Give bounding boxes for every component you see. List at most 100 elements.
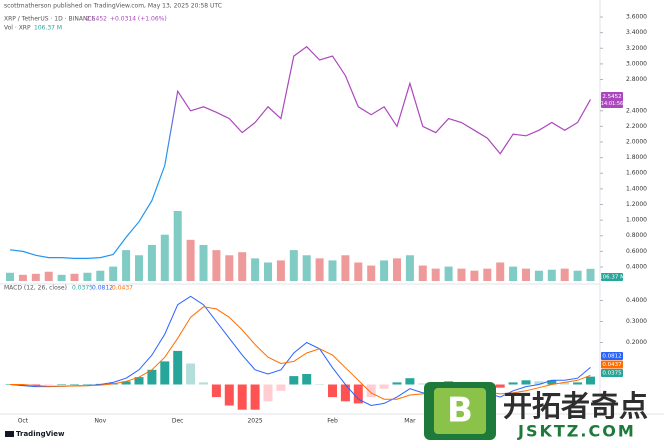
volume-bar — [315, 258, 324, 281]
macd-histogram-bar — [82, 384, 92, 385]
macd-histogram-bar — [134, 377, 144, 385]
volume-bar — [534, 270, 543, 281]
price-tag-bg — [601, 92, 623, 108]
volume-bar — [70, 273, 79, 281]
time-label: Mar — [404, 418, 416, 425]
volume-bar — [405, 255, 414, 281]
price-tick-label: 1.8000 — [626, 154, 647, 161]
time-label: Feb — [327, 418, 338, 425]
volume-bar — [212, 250, 221, 281]
watermark: B 开拓者奇点 JSKTZ.COM — [424, 382, 648, 441]
macd-line-last: 0.0812 — [92, 285, 113, 292]
macd-histogram-bar — [289, 376, 299, 385]
macd-histogram-bar — [31, 384, 41, 386]
macd-histogram-bar — [121, 381, 131, 385]
volume-bar — [251, 258, 260, 281]
macd-tick-label: 0.4000 — [626, 297, 647, 304]
macd-signal-tag: 0.0437 — [602, 362, 622, 368]
tv-logo — [5, 431, 14, 437]
volume-tag: 106.37 M — [599, 275, 625, 281]
price-tick-label: 1.4000 — [626, 185, 647, 192]
price-tick-label: 3.0000 — [626, 60, 647, 67]
macd-histogram-bar — [508, 382, 518, 385]
volume-bar — [135, 255, 143, 281]
price-tick-label: 2.2000 — [626, 123, 647, 130]
macd-histogram-bar — [199, 382, 208, 385]
volume-bar — [586, 268, 595, 281]
last-price: 2.5452 — [86, 16, 107, 23]
price-tick-label: 2.0000 — [626, 139, 647, 146]
volume-bar — [573, 270, 582, 281]
macd-histogram-bar — [160, 361, 170, 385]
macd-signal-tag-bg — [601, 360, 623, 369]
volume-bar — [264, 262, 272, 281]
volume-bar — [173, 211, 182, 281]
macd-title: MACD (12, 26, close) — [4, 285, 67, 292]
volume-bar — [147, 244, 156, 281]
volume-bar — [483, 268, 492, 281]
macd-histogram-bar — [328, 384, 337, 398]
price-tick-label: 1.6000 — [626, 170, 647, 177]
macd-hist-last: 0.0375 — [72, 285, 93, 292]
volume-bar — [496, 262, 505, 281]
price-tick-label: 1.2000 — [626, 201, 647, 208]
price-change: +0.0314 (+1.06%) — [110, 16, 167, 23]
macd-line-tag-bg — [601, 352, 623, 360]
volume-bar — [380, 260, 389, 281]
watermark-logo-inner — [434, 388, 486, 434]
macd-histogram-bar — [263, 384, 273, 402]
macd-line-tag: 0.0812 — [602, 354, 621, 360]
price-countdown: 14:01:56 — [601, 101, 623, 107]
volume-bar — [393, 258, 401, 281]
macd-histogram-bar — [57, 384, 67, 385]
watermark-url: JSKTZ.COM — [517, 422, 636, 441]
macd-signal-last: 0.0437 — [112, 285, 133, 292]
volume-bar — [96, 270, 105, 281]
macd-histogram-bar — [186, 363, 196, 385]
price-tick-label: 0.4000 — [626, 263, 647, 270]
macd-histogram-bar — [147, 369, 157, 385]
volume-bar — [199, 244, 208, 281]
macd-histogram-bar — [573, 382, 583, 385]
price-line — [9, 45, 592, 259]
macd-histogram-bar — [211, 384, 221, 398]
macd-histogram-bar — [534, 381, 544, 385]
volume-bar — [186, 239, 195, 281]
volume-bar — [354, 262, 363, 281]
macd-histogram-bar — [392, 382, 402, 385]
macd-histogram-bar — [340, 384, 350, 402]
macd-histogram-bar — [405, 378, 415, 385]
price-tick-label: 3.6000 — [626, 14, 647, 21]
macd-histogram-bar — [173, 350, 183, 385]
symbol: XRP / TetherUS · 1D · BINANCE — [4, 16, 96, 23]
volume-bar — [57, 274, 66, 281]
volume-bar — [457, 268, 466, 281]
time-label: Nov — [94, 418, 106, 425]
volume-last: 106.37 M — [34, 25, 62, 32]
price-tick-label: 2.8000 — [626, 76, 647, 83]
tv-branding: TradingView — [5, 430, 65, 438]
macd-histogram-bar — [302, 374, 312, 385]
volume-bar — [367, 265, 376, 281]
macd-histogram-bar — [547, 380, 557, 385]
volume-bar — [31, 273, 40, 281]
macd-histogram-bar — [276, 384, 286, 391]
volume-bar — [83, 272, 92, 281]
macd-histogram-bar — [224, 384, 234, 406]
volume-bar — [547, 269, 556, 281]
plot-layer: 3.6000 3.4000 3.2000 3.0000 2.8000 2.4000 2.20… — [5, 14, 647, 425]
macd-histogram-bar — [18, 384, 28, 386]
watermark-title: 开拓者奇点 — [503, 389, 648, 423]
volume-bar — [470, 270, 479, 281]
macd-histogram-bar — [237, 384, 247, 410]
volume-bar — [328, 260, 337, 281]
volume-bar — [522, 268, 530, 281]
price-tick-label: 2.4000 — [626, 107, 647, 114]
volume-bar — [109, 266, 118, 281]
macd-histogram-bar — [366, 384, 376, 398]
macd-histogram-bar — [418, 383, 428, 385]
